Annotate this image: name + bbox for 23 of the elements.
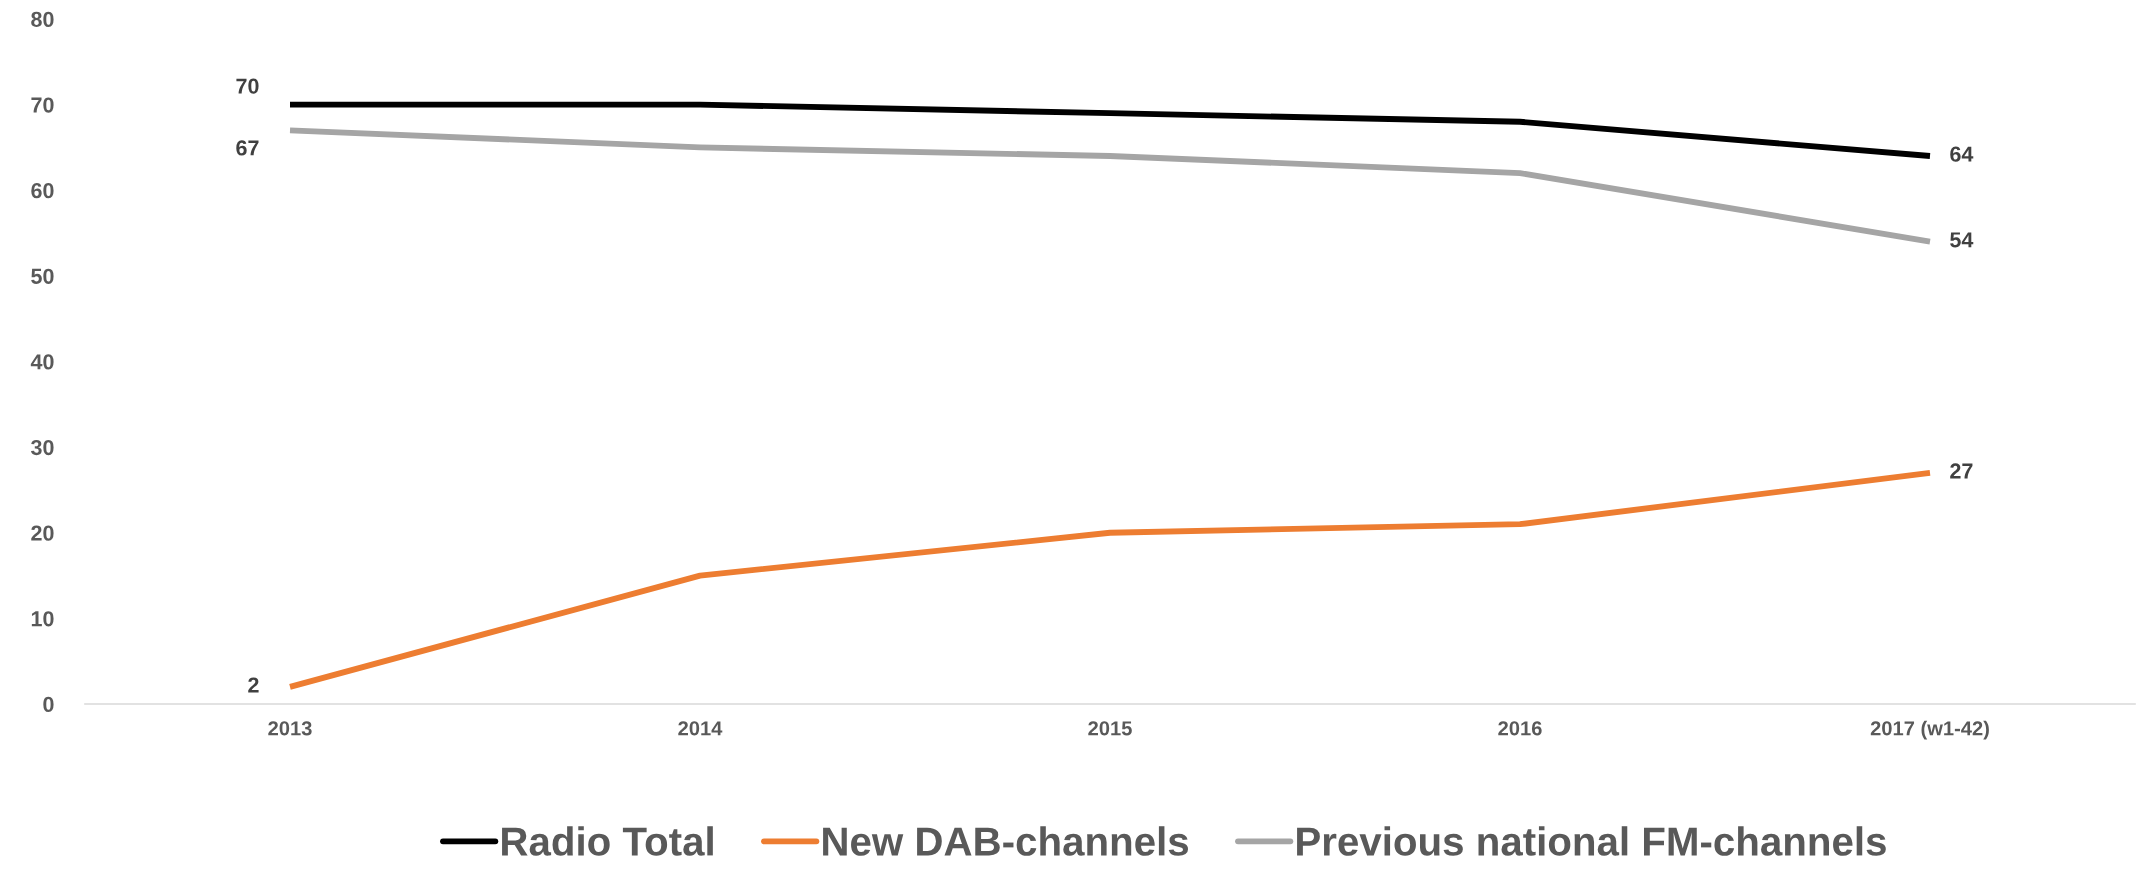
legend-label: Previous national FM-channels: [1297, 826, 1886, 856]
y-tick-label: 0: [43, 696, 54, 713]
y-tick-label: 10: [31, 611, 54, 627]
y-tick-label: 70: [31, 97, 54, 113]
x-tick-label: 2016: [1498, 721, 1542, 736]
data-label: 27: [1950, 463, 1973, 479]
x-tick-label: 2015: [1088, 721, 1132, 736]
legend-label: New DAB-channels: [823, 826, 1189, 856]
data-label: 67: [236, 140, 259, 156]
y-tick-label: 40: [30, 354, 54, 370]
x-tick-label: 2013: [268, 721, 312, 736]
x-tick-label: 2017 (w1-42): [1870, 720, 1989, 740]
y-tick-label: 50: [31, 268, 54, 284]
y-tick-label: 80: [31, 11, 54, 28]
y-tick-label: 60: [31, 183, 54, 199]
data-label: 54: [1950, 232, 1974, 248]
y-tick-label: 30: [31, 439, 54, 456]
legend-label: Radio Total: [502, 826, 713, 856]
data-label: 2: [248, 677, 259, 693]
data-label: 70: [236, 78, 259, 94]
data-label: 64: [1950, 146, 1974, 162]
y-tick-label: 20: [31, 525, 54, 541]
x-tick-label: 2014: [678, 721, 723, 736]
